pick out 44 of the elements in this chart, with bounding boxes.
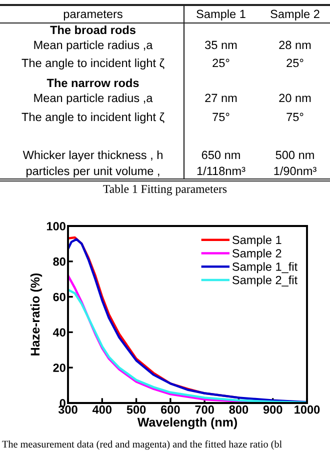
text: The angle to incident light ζ	[22, 112, 164, 124]
text: Whicker layer thickness , h	[22, 150, 162, 162]
text: 1/118nm³	[197, 166, 246, 176]
text: 25°	[212, 58, 230, 68]
text: 28 nm	[279, 40, 311, 50]
legend-label: Sample 2_fit	[232, 276, 298, 287]
y-axis-title: Haze-ratio (%)	[30, 273, 42, 356]
text: 75°	[286, 112, 304, 122]
y-tick-label: 100	[46, 222, 66, 230]
x-tick-label: 900	[263, 405, 282, 414]
text: The narrow rods	[46, 78, 139, 88]
text: The measurement data (red and magenta) and the fitted haze ratio (bl	[2, 440, 282, 450]
text: The broad rods	[50, 26, 136, 34]
caption: Table 1 Fitting parameters	[103, 184, 227, 196]
text: 25°	[286, 58, 304, 68]
legend-label: Sample 1_fit	[232, 262, 298, 274]
x-tick-label: 800	[229, 405, 248, 414]
text: 27 nm	[205, 94, 237, 102]
text: Mean particle radius ,a	[34, 40, 153, 52]
x-tick-label: 300	[58, 405, 78, 414]
text: 20 nm	[279, 94, 311, 102]
x-tick-label: 1000	[294, 405, 320, 414]
y-tick-label: 40	[52, 328, 66, 337]
x-tick-label: 400	[92, 405, 112, 414]
text: The angle to incident light ζ	[22, 58, 164, 70]
text: 75°	[212, 112, 230, 122]
text: Sample 1	[196, 10, 246, 20]
text: 500 nm	[276, 150, 314, 160]
text: 650 nm	[202, 150, 240, 160]
legend-label: Sample 1	[232, 235, 282, 246]
text: Mean particle radius ,a	[34, 94, 153, 105]
text: parameters	[64, 10, 122, 20]
y-tick-label: 80	[53, 257, 66, 266]
legend-label: Sample 2	[232, 248, 282, 260]
y-tick-label: 20	[53, 364, 66, 372]
x-tick-label: 600	[161, 405, 180, 414]
x-tick-label: 700	[195, 405, 214, 414]
text: particles per unit volume ,	[26, 166, 160, 178]
x-tick-label: 500	[126, 405, 146, 414]
x-axis-title: Wavelength (nm)	[137, 417, 237, 430]
text: Sample 2	[270, 10, 320, 20]
text: 1/90nm³	[274, 166, 316, 176]
y-tick-label: 60	[53, 292, 66, 302]
text: 35 nm	[205, 40, 237, 50]
